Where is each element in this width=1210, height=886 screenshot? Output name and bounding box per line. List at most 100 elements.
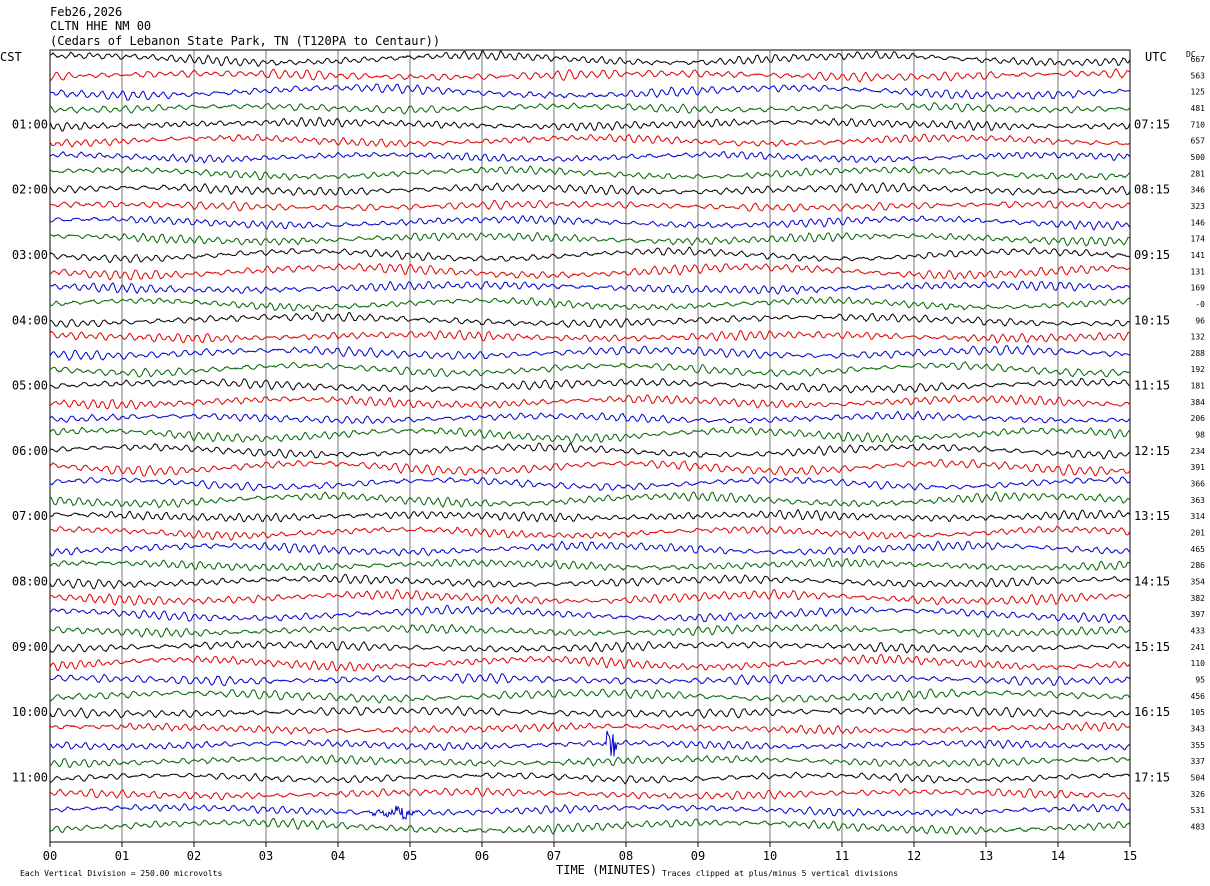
dc-offset-label: 169 [1191,284,1206,293]
seismic-trace [49,360,1130,378]
dc-offset-label: 132 [1191,333,1206,342]
right-hour-label: 14:15 [1134,575,1170,589]
dc-offset-label: 146 [1191,218,1206,227]
dc-offset-label: 397 [1191,610,1206,619]
x-tick-label: 06 [475,849,489,863]
dc-offset-label: 355 [1191,741,1206,750]
dc-offset-label: 657 [1191,137,1206,146]
location-label: (Cedars of Lebanon State Park, TN (T120P… [50,34,441,48]
seismic-trace [49,639,1131,654]
dc-column-label: DC [1186,50,1196,59]
seismic-trace [49,280,1131,295]
left-hour-label: 06:00 [12,444,48,458]
dc-offset-label: 98 [1195,431,1205,440]
date-label: Feb26,2026 [50,5,123,19]
dc-offset-label: 281 [1191,169,1206,178]
x-tick-label: 04 [331,849,345,863]
x-tick-label: 11 [835,849,849,863]
footer-scale-note: Each Vertical Division = 250.00 microvol… [20,869,222,878]
dc-offset-label: 667 [1191,55,1206,64]
seismic-trace [50,394,1131,410]
right-hour-label: 11:15 [1134,379,1170,393]
dc-offset-label: 174 [1191,235,1206,244]
seismic-trace [49,604,1131,624]
seismic-trace [49,426,1131,444]
dc-offset-label: 384 [1191,398,1206,407]
dc-offset-label: -0 [1195,300,1205,309]
dc-offset-label: 382 [1191,594,1206,603]
x-tick-label: 08 [619,849,633,863]
dc-offset-label: 326 [1191,790,1206,799]
dc-offset-label: 483 [1191,822,1206,831]
right-hour-label: 13:15 [1134,509,1170,523]
seismic-trace [49,102,1131,115]
left-hour-label: 09:00 [12,640,48,654]
seismic-trace [49,377,1131,394]
right-hour-label: 10:15 [1134,313,1170,327]
x-axis-title: TIME (MINUTES) [556,863,657,877]
dc-offset-label: 241 [1191,643,1206,652]
dc-offset-label: 234 [1191,447,1206,456]
seismic-trace [49,133,1131,148]
dc-offset-label: 314 [1191,512,1206,521]
dc-offset-label: 96 [1195,316,1205,325]
x-tick-label: 01 [115,849,129,863]
dc-offset-label: 323 [1191,202,1206,211]
dc-offset-label: 201 [1191,529,1206,538]
seismic-trace [49,589,1131,606]
seismic-trace [49,311,1131,329]
x-tick-label: 00 [43,849,57,863]
seismic-trace [49,296,1131,312]
dc-offset-label: 105 [1191,708,1206,717]
dc-offset-label: 481 [1191,104,1206,113]
seismic-trace [49,150,1131,164]
dc-offset-label: 363 [1191,496,1206,505]
right-hour-label: 08:15 [1134,183,1170,197]
dc-offset-label: 433 [1191,627,1206,636]
seismic-trace [49,458,1131,477]
seismic-trace [49,442,1131,460]
seismic-trace [49,232,1131,247]
label-group: 00 01 02 03 04 05 06 07 08 09 10 11 12 13 14 15 667 563 12… [12,55,1205,863]
left-timezone-label: CST [0,50,22,64]
dc-offset-label: 206 [1191,414,1206,423]
seismic-trace [49,246,1131,264]
dc-offset-label: 337 [1191,757,1206,766]
seismic-trace [49,214,1131,231]
right-hour-label: 09:15 [1134,248,1170,262]
left-hour-label: 08:00 [12,575,48,589]
left-hour-label: 11:00 [12,770,48,784]
left-hour-label: 05:00 [12,379,48,393]
dc-offset-label: 563 [1191,71,1206,80]
seismic-trace [49,688,1131,704]
station-label: CLTN HHE NM 00 [50,19,152,33]
dc-offset-label: 131 [1191,267,1206,276]
seismic-trace [49,50,1131,67]
seismic-trace [49,721,1131,735]
dc-offset-label: 192 [1191,365,1206,374]
dc-offset-label: 391 [1191,463,1206,472]
seismic-trace [49,68,1131,83]
seismic-trace [49,540,1131,557]
seismic-trace [49,491,1131,509]
seismic-trace [49,116,1131,132]
dc-offset-label: 141 [1191,251,1206,260]
x-tick-label: 12 [907,849,921,863]
dc-offset-label: 110 [1191,659,1206,668]
dc-offset-label: 531 [1191,806,1206,815]
right-hour-label: 15:15 [1134,640,1170,654]
dc-offset-label: 288 [1191,349,1206,358]
trace-group [49,50,1131,836]
x-tick-label: 14 [1051,849,1065,863]
seismic-trace [49,787,1131,801]
seismic-trace [49,83,1131,101]
dc-offset-label: 181 [1191,382,1206,391]
footer-clip-note: Traces clipped at plus/minus 5 vertical … [662,869,898,878]
seismic-trace [49,673,1131,687]
left-hour-label: 02:00 [12,183,48,197]
right-timezone-label: UTC [1145,50,1167,64]
dc-offset-label: 465 [1191,545,1206,554]
seismic-trace [49,623,1131,638]
x-tick-label: 13 [979,849,993,863]
